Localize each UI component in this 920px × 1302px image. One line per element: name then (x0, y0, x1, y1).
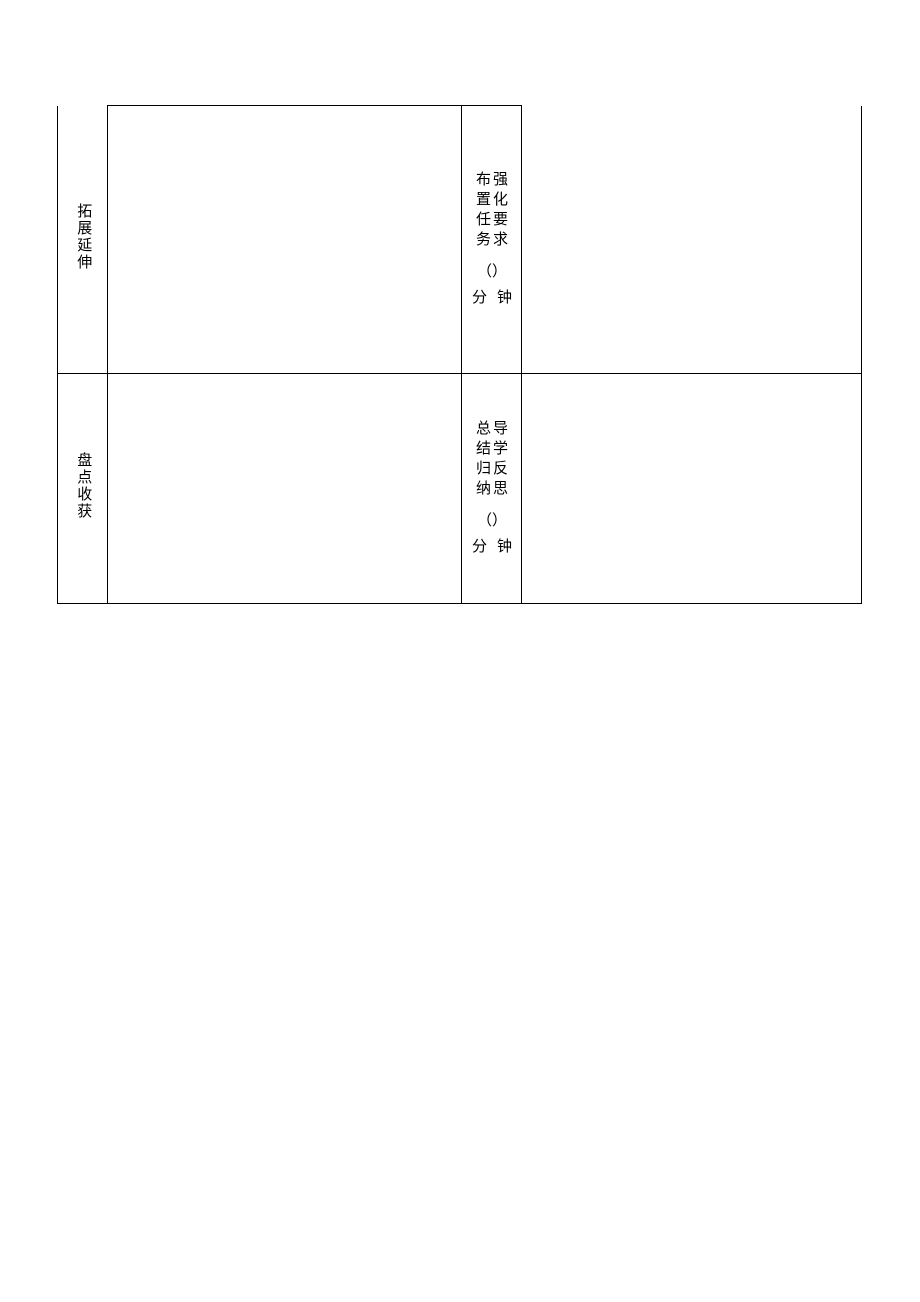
char: 总 (476, 419, 491, 439)
notes-cell (522, 106, 862, 374)
row-header-cell: 盘点收获 (58, 374, 108, 604)
activity-col-right: 强 化 要 求 (493, 170, 508, 251)
char: 学 (493, 439, 508, 459)
time-unit-zhong: 钟 (497, 287, 512, 310)
lesson-plan-table: 拓展延伸 布 置 任 务 强 化 (57, 105, 862, 604)
char: 务 (476, 230, 491, 250)
notes-cell (522, 374, 862, 604)
char: 纳 (476, 479, 491, 499)
activity-block: 总 结 归 纳 导 学 反 思 （） (466, 419, 517, 559)
char: 布 (476, 170, 491, 190)
table-row: 拓展延伸 布 置 任 务 强 化 (58, 106, 862, 374)
char: 置 (476, 190, 491, 210)
time-unit-zhong: 钟 (497, 536, 512, 559)
char: 任 (476, 210, 491, 230)
activity-text-grid: 总 结 归 纳 导 学 反 思 (466, 419, 517, 500)
table: 拓展延伸 布 置 任 务 强 化 (57, 105, 862, 604)
row1-header-text: 拓展延伸 (73, 203, 93, 271)
time-unit-min: 分 (472, 536, 487, 559)
activity-cell: 布 置 任 务 强 化 要 求 （） (462, 106, 522, 374)
table-row: 盘点收获 总 结 归 纳 导 学 (58, 374, 862, 604)
time-unit-min: 分 (472, 287, 487, 310)
char: 结 (476, 439, 491, 459)
char: 要 (493, 210, 508, 230)
activity-cell: 总 结 归 纳 导 学 反 思 （） (462, 374, 522, 604)
activity-text-grid: 布 置 任 务 强 化 要 求 (466, 170, 517, 251)
char: 归 (476, 459, 491, 479)
row-header-cell: 拓展延伸 (58, 106, 108, 374)
time-paren: （） (466, 261, 517, 284)
content-cell (107, 106, 462, 374)
time-label: 分 钟 (466, 536, 517, 559)
activity-col-left: 布 置 任 务 (476, 170, 491, 251)
activity-block: 布 置 任 务 强 化 要 求 （） (466, 170, 517, 310)
time-paren: （） (466, 510, 517, 533)
char: 反 (493, 459, 508, 479)
char: 思 (493, 479, 508, 499)
activity-col-left: 总 结 归 纳 (476, 419, 491, 500)
char: 求 (493, 230, 508, 250)
content-cell (107, 374, 462, 604)
time-label: 分 钟 (466, 287, 517, 310)
char: 化 (493, 190, 508, 210)
char: 导 (493, 419, 508, 439)
row2-header-text: 盘点收获 (73, 452, 93, 520)
char: 强 (493, 170, 508, 190)
activity-col-right: 导 学 反 思 (493, 419, 508, 500)
